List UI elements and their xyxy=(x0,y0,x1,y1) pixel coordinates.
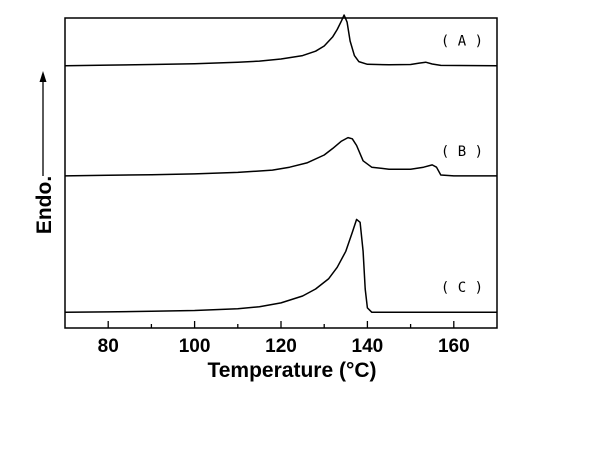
y-axis-title-group: Endo. xyxy=(33,176,56,234)
x-tick-label: 140 xyxy=(352,336,384,357)
x-tick-label: 120 xyxy=(265,336,297,357)
curve-a xyxy=(65,15,497,66)
curve-label-a: ( A ) xyxy=(441,34,483,50)
x-tick-label: 160 xyxy=(438,336,470,357)
x-axis-tick-labels: 80 100 120 140 160 xyxy=(98,336,470,357)
x-tick-label: 100 xyxy=(179,336,211,357)
curve-label-b: ( B ) xyxy=(441,144,483,160)
curve-c xyxy=(65,219,497,312)
y-axis-title: Endo. xyxy=(33,176,56,234)
x-tick-label: 80 xyxy=(98,336,119,357)
y-axis-arrow xyxy=(40,71,47,176)
curves xyxy=(65,15,497,312)
x-axis-ticks xyxy=(108,321,454,328)
x-axis-title: Temperature (°C) xyxy=(207,359,376,382)
curve-label-c: ( C ) xyxy=(441,280,483,296)
curve-b xyxy=(65,138,497,176)
curve-labels: ( A ) ( B ) ( C ) xyxy=(441,34,483,297)
